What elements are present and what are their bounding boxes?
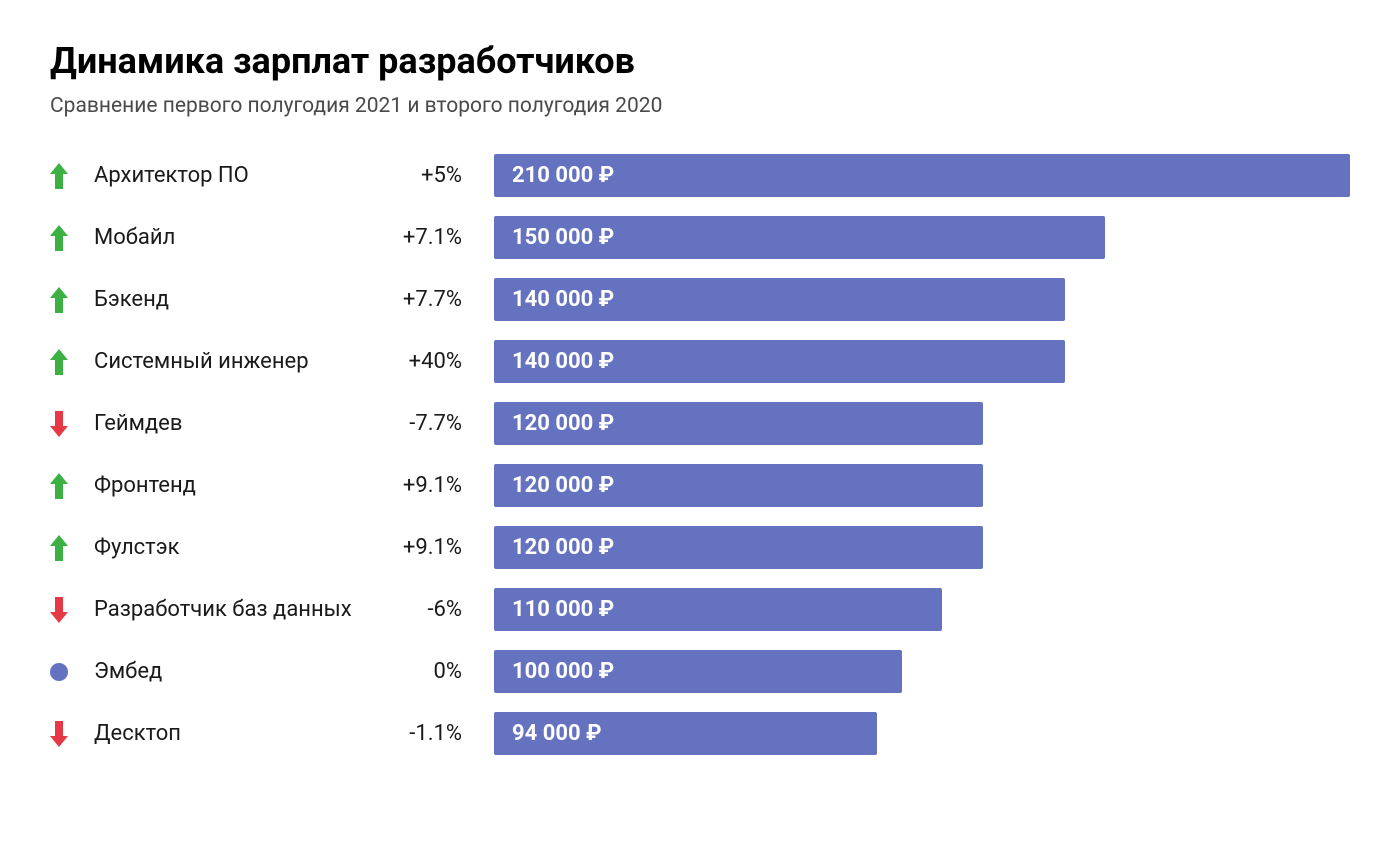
bar-cell: 94 000 ₽	[494, 712, 1350, 755]
chart-subtitle: Сравнение первого полугодия 2021 и второ…	[50, 94, 1350, 118]
salary-bar: 140 000 ₽	[494, 278, 1065, 321]
bar-value-label: 140 000 ₽	[512, 349, 614, 374]
arrow-up-icon	[50, 349, 68, 375]
row-label: Эмбед	[94, 659, 394, 684]
trend-icon-cell	[50, 473, 94, 499]
bar-value-label: 120 000 ₽	[512, 535, 614, 560]
bar-cell: 140 000 ₽	[494, 340, 1350, 383]
salary-bar: 120 000 ₽	[494, 464, 983, 507]
salary-bar: 140 000 ₽	[494, 340, 1065, 383]
bar-cell: 210 000 ₽	[494, 154, 1350, 197]
trend-icon-cell	[50, 721, 94, 747]
salary-bar: 100 000 ₽	[494, 650, 902, 693]
salary-bar: 210 000 ₽	[494, 154, 1350, 197]
arrow-up-icon	[50, 225, 68, 251]
row-percent: +7.1%	[394, 225, 494, 250]
chart-row: Геймдев-7.7% 120 000 ₽	[50, 402, 1350, 445]
bar-value-label: 120 000 ₽	[512, 473, 614, 498]
bar-value-label: 100 000 ₽	[512, 659, 614, 684]
chart-row: Эмбед0% 100 000 ₽	[50, 650, 1350, 693]
bar-value-label: 110 000 ₽	[512, 597, 614, 622]
bar-cell: 150 000 ₽	[494, 216, 1350, 259]
arrow-down-icon	[50, 411, 68, 437]
trend-icon-cell	[50, 225, 94, 251]
dot-icon	[50, 663, 68, 681]
trend-icon-cell	[50, 597, 94, 623]
row-percent: 0%	[394, 659, 494, 684]
bar-cell: 120 000 ₽	[494, 402, 1350, 445]
row-percent: +40%	[394, 349, 494, 374]
bar-cell: 100 000 ₽	[494, 650, 1350, 693]
row-label: Десктоп	[94, 721, 394, 746]
salary-bar: 120 000 ₽	[494, 402, 983, 445]
row-percent: -7.7%	[394, 411, 494, 436]
salary-bar: 110 000 ₽	[494, 588, 942, 631]
chart-row: Архитектор ПО+5% 210 000 ₽	[50, 154, 1350, 197]
bar-cell: 120 000 ₽	[494, 464, 1350, 507]
bar-value-label: 120 000 ₽	[512, 411, 614, 436]
trend-icon-cell	[50, 287, 94, 313]
trend-icon-cell	[50, 349, 94, 375]
chart-title: Динамика зарплат разработчиков	[50, 40, 1350, 82]
trend-icon-cell	[50, 163, 94, 189]
row-label: Геймдев	[94, 411, 394, 436]
bar-cell: 120 000 ₽	[494, 526, 1350, 569]
row-percent: +7.7%	[394, 287, 494, 312]
row-label: Системный инженер	[94, 349, 394, 374]
row-percent: +9.1%	[394, 535, 494, 560]
chart-row: Мобайл+7.1% 150 000 ₽	[50, 216, 1350, 259]
chart-row: Разработчик баз данных-6% 110 000 ₽	[50, 588, 1350, 631]
salary-bar: 94 000 ₽	[494, 712, 877, 755]
row-percent: -1.1%	[394, 721, 494, 746]
bar-cell: 110 000 ₽	[494, 588, 1350, 631]
chart-row: Фронтенд+9.1% 120 000 ₽	[50, 464, 1350, 507]
bar-value-label: 210 000 ₽	[512, 163, 614, 188]
arrow-up-icon	[50, 535, 68, 561]
bar-value-label: 150 000 ₽	[512, 225, 614, 250]
row-label: Архитектор ПО	[94, 163, 394, 188]
row-percent: +9.1%	[394, 473, 494, 498]
row-label: Фулстэк	[94, 535, 394, 560]
chart-row: Системный инженер+40% 140 000 ₽	[50, 340, 1350, 383]
arrow-down-icon	[50, 721, 68, 747]
chart-row: Бэкенд+7.7% 140 000 ₽	[50, 278, 1350, 321]
bar-value-label: 140 000 ₽	[512, 287, 614, 312]
trend-icon-cell	[50, 411, 94, 437]
salary-bar: 150 000 ₽	[494, 216, 1105, 259]
row-percent: +5%	[394, 163, 494, 188]
bar-cell: 140 000 ₽	[494, 278, 1350, 321]
trend-icon-cell	[50, 535, 94, 561]
bar-value-label: 94 000 ₽	[512, 721, 602, 746]
row-label: Фронтенд	[94, 473, 394, 498]
chart-row: Фулстэк+9.1% 120 000 ₽	[50, 526, 1350, 569]
trend-icon-cell	[50, 663, 94, 681]
arrow-up-icon	[50, 287, 68, 313]
row-percent: -6%	[394, 597, 494, 622]
row-label: Разработчик баз данных	[94, 597, 394, 622]
arrow-down-icon	[50, 597, 68, 623]
salary-bar-chart: Архитектор ПО+5% 210 000 ₽ Мобайл+7.1% 150 …	[50, 154, 1350, 755]
salary-bar: 120 000 ₽	[494, 526, 983, 569]
chart-row: Десктоп-1.1% 94 000 ₽	[50, 712, 1350, 755]
arrow-up-icon	[50, 163, 68, 189]
arrow-up-icon	[50, 473, 68, 499]
row-label: Бэкенд	[94, 287, 394, 312]
row-label: Мобайл	[94, 225, 394, 250]
